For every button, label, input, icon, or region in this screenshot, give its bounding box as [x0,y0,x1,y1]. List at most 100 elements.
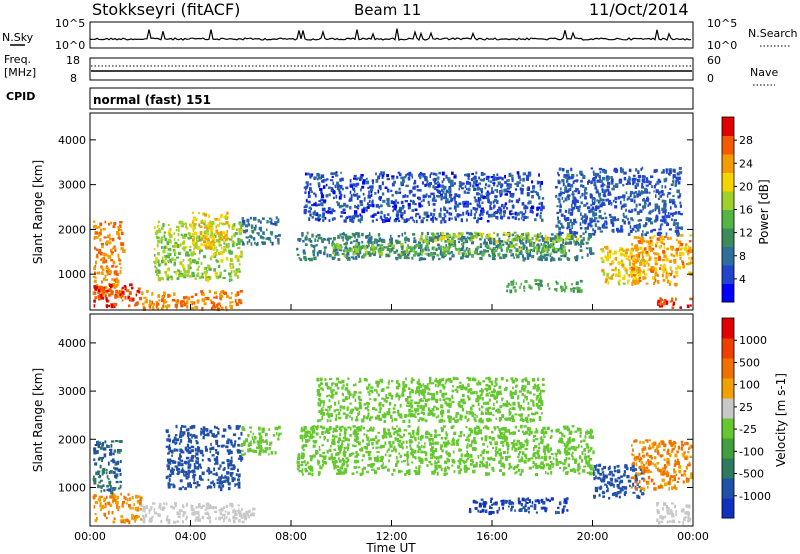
heatmap-cell [98,226,101,229]
heatmap-cell [495,210,499,215]
heatmap-cell [640,191,644,195]
heatmap-cell [274,221,278,225]
heatmap-cell [602,225,605,229]
heatmap-cell [180,427,183,432]
heatmap-cell [109,504,112,507]
heatmap-cell [550,243,553,247]
heatmap-cell [362,192,365,196]
heatmap-cell [414,470,418,474]
heatmap-cell [205,448,208,452]
heatmap-cell [426,183,430,186]
heatmap-cell [201,471,205,476]
heatmap-cell [402,179,405,183]
heatmap-cell [256,232,260,235]
heatmap-cell [618,274,621,278]
heatmap-cell [569,468,573,472]
heatmap-cell [332,181,335,185]
heatmap-cell [531,211,534,214]
heatmap-cell [372,181,374,185]
heatmap-cell [599,180,603,184]
heatmap-cell [660,223,664,226]
heatmap-cell [197,504,200,509]
heatmap-cell [203,271,206,274]
heatmap-cell [614,250,617,255]
heatmap-cell [643,190,647,193]
heatmap-cell [514,243,518,246]
heatmap-cell [183,267,186,271]
heatmap-cell [194,511,196,515]
heatmap-cell [225,516,228,520]
heatmap-cell [357,234,361,238]
heatmap-cell [99,508,102,512]
heatmap-cell [213,236,215,240]
heatmap-cell [583,448,586,452]
heatmap-cell [635,168,638,172]
heatmap-cell [625,183,629,186]
heatmap-cell [192,224,196,227]
heatmap-cell [522,257,526,262]
heatmap-cell [532,465,535,469]
heatmap-cell [194,277,197,280]
heatmap-cell [157,259,160,263]
heatmap-cell [208,289,211,294]
heatmap-cell [518,197,521,202]
heatmap-cell [569,211,573,216]
heatmap-cell [540,235,544,238]
heatmap-cell [161,277,164,281]
heatmap-cell [522,177,525,182]
heatmap-cell [576,255,579,260]
heatmap-cell [590,209,593,213]
heatmap-cell [593,173,596,177]
heatmap-cell [182,472,185,476]
heatmap-cell [120,267,122,270]
heatmap-cell [537,446,541,449]
heatmap-cell [307,173,311,176]
heatmap-cell [247,433,250,438]
heatmap-cell [560,231,564,234]
heatmap-cell [341,204,344,208]
heatmap-cell [277,241,280,245]
heatmap-cell [102,442,105,446]
heatmap-cell [499,212,502,215]
heatmap-cell [142,305,146,309]
heatmap-cell [580,241,583,246]
heatmap-cell [648,202,651,206]
heatmap-cell [341,187,344,191]
heatmap-cell [195,441,198,444]
heatmap-cell [314,210,316,213]
heatmap-cell [218,275,221,279]
heatmap-cell [390,247,394,252]
heatmap-cell [180,459,184,463]
heatmap-cell [97,470,101,473]
heatmap-cell [244,452,247,455]
heatmap-cell [321,444,325,447]
heatmap-cell [312,253,315,257]
heatmap-cell [367,240,371,244]
heatmap-cell [614,183,619,187]
heatmap-cell [191,232,195,236]
heatmap-cell [658,228,662,231]
heatmap-cell [601,224,604,229]
heatmap-cell [440,427,444,431]
heatmap-cell [531,195,534,199]
heatmap-cell [267,237,270,240]
heatmap-cell [248,509,251,513]
heatmap-cell [306,183,309,188]
heatmap-cell [197,484,201,487]
heatmap-cell [397,171,401,174]
heatmap-cell [448,207,452,210]
heatmap-cell [509,199,511,202]
heatmap-cell [258,452,262,456]
heatmap-cell [440,426,443,430]
heatmap-cell [192,424,196,429]
heatmap-cell [261,236,264,240]
heatmap-cell [102,288,106,292]
colorbar-segment [722,228,734,247]
heatmap-cell [195,261,199,265]
heatmap-cell [634,281,637,286]
heatmap-cell [626,268,629,271]
heatmap-cell [431,446,434,449]
heatmap-cell [556,205,559,208]
heatmap-cell [631,267,635,271]
heatmap-cell [645,184,649,187]
